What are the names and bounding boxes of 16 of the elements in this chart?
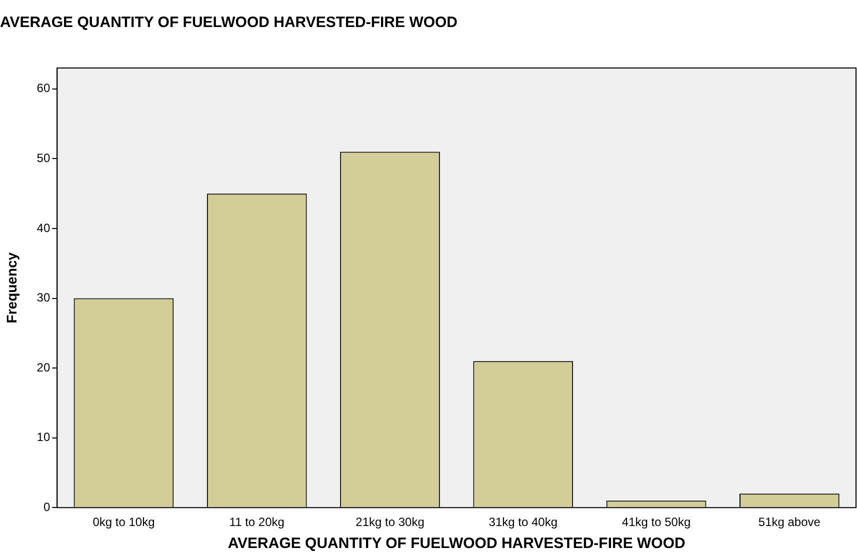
y-tick-label: 60 <box>36 81 50 96</box>
x-tick-label: 0kg to 10kg <box>92 515 155 530</box>
y-tick-label: 50 <box>36 151 50 166</box>
y-tick-label: 10 <box>36 430 50 444</box>
y-tick-label: 0 <box>43 500 50 514</box>
x-tick-label: 11 to 20kg <box>229 515 284 530</box>
x-tick-label: 31kg to 40kg <box>488 515 558 530</box>
y-tick-label: 20 <box>36 360 50 374</box>
y-axis-title: Frequency <box>3 252 20 324</box>
chart-title: AVERAGE QUANTITY OF FUELWOOD HARVESTED-FIRE WOOD <box>0 14 458 32</box>
x-tick-label: 21kg to 30kg <box>356 515 424 530</box>
y-tick-label: 30 <box>36 290 50 305</box>
x-axis-title: AVERAGE QUANTITY OF FUELWOOD HARVESTED-FIRE WOOD <box>228 535 686 552</box>
y-tick-label: 40 <box>36 220 50 235</box>
x-tick-label: 41kg to 50kg <box>622 515 691 530</box>
x-tick-label: 51kg above <box>758 515 821 530</box>
